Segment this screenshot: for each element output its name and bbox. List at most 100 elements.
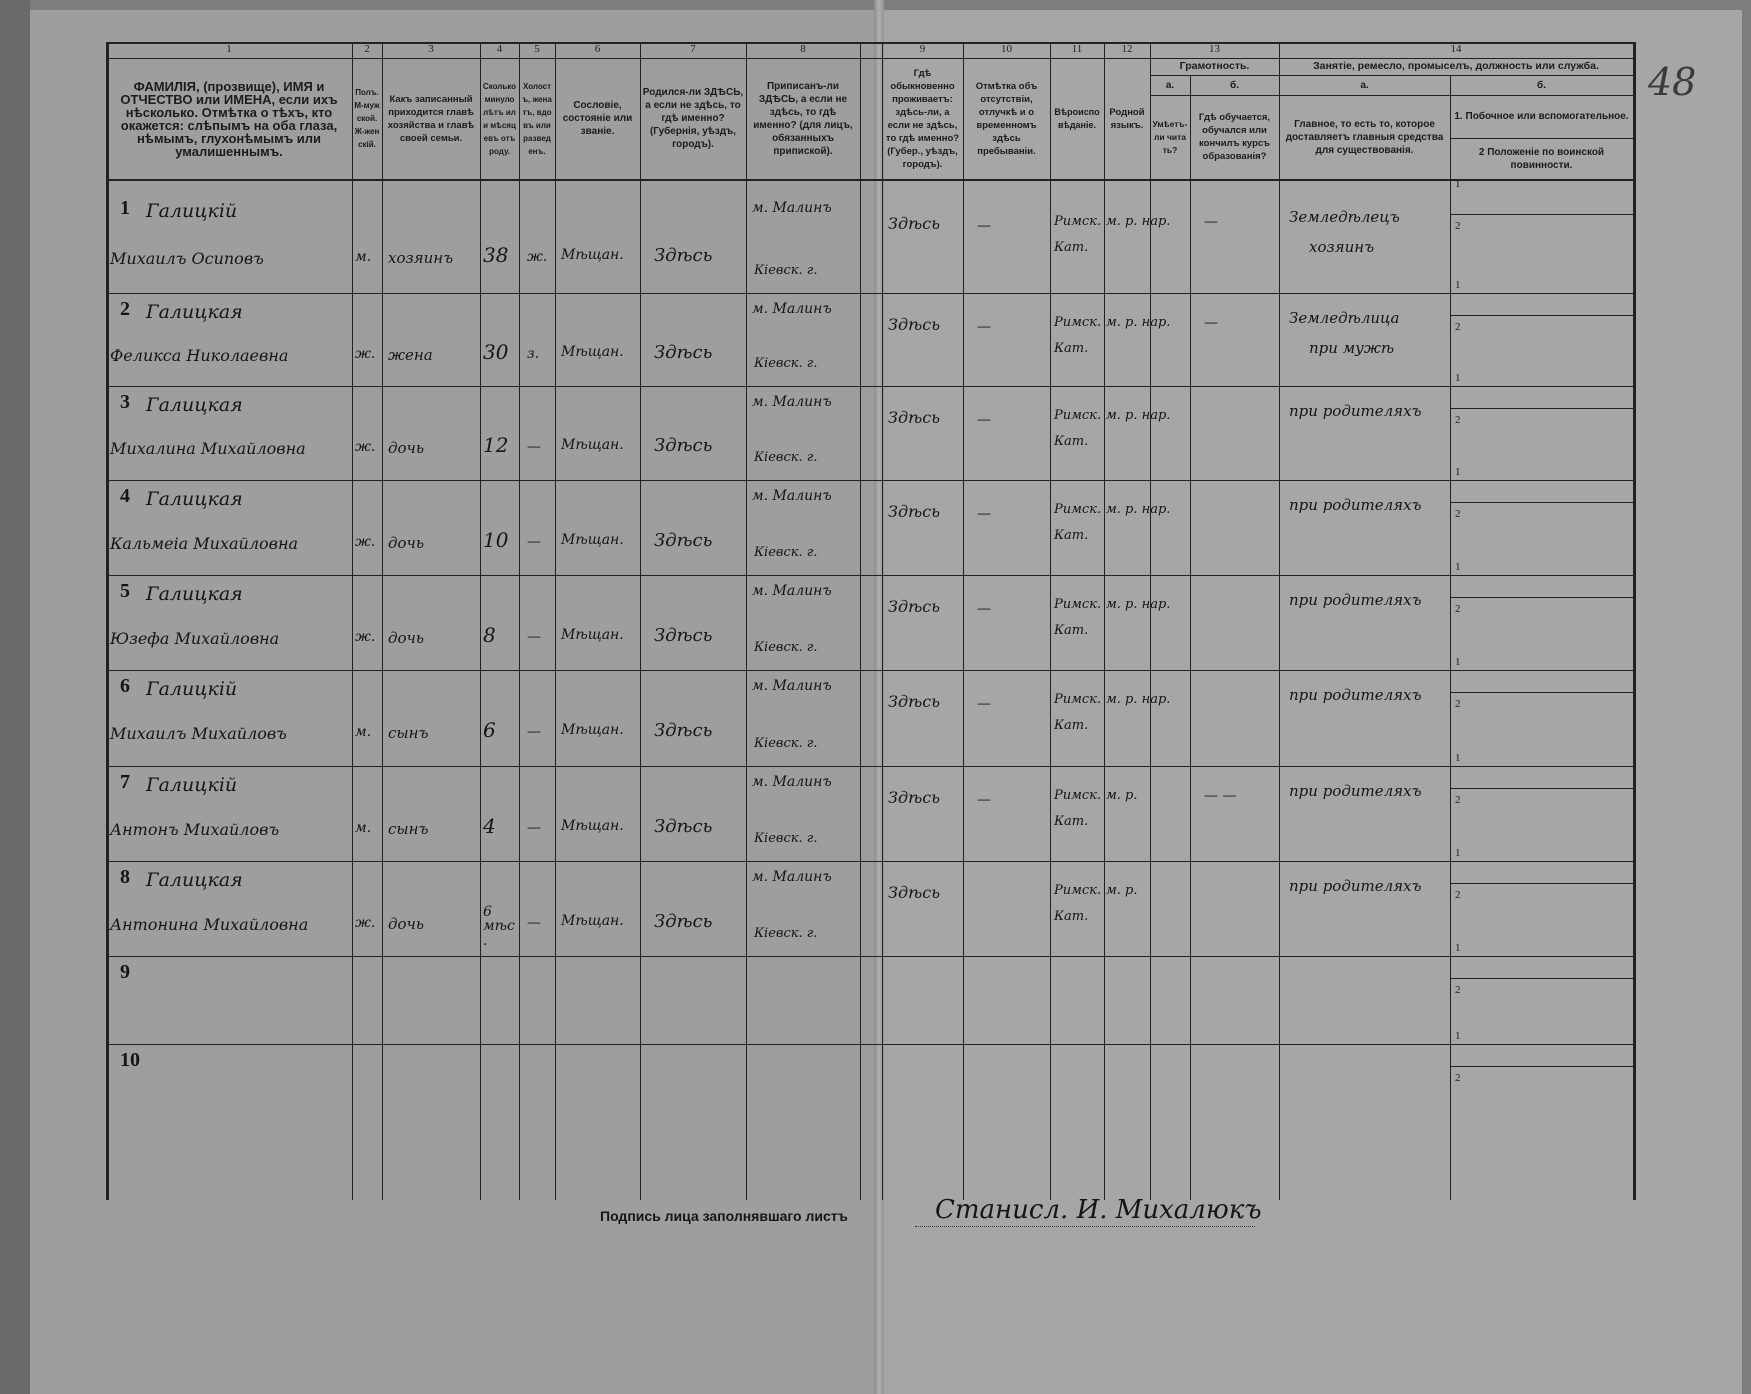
header-c14b-letter: б.	[1537, 79, 1546, 91]
entry-born: Здѣсь	[654, 244, 713, 266]
header-c1: ФАМИЛІЯ, (прозвище), ИМЯ и ОТЧЕСТВО или …	[120, 78, 338, 159]
entry-age: 30	[483, 339, 509, 364]
entry-estate: Мѣщан.	[561, 343, 624, 360]
entry-religion1: Римск.	[1054, 883, 1102, 898]
header-c13b: Гдѣ обучается, обучался или кончилъ курс…	[1198, 112, 1271, 162]
entry-name: Михалина Михайловна	[110, 439, 306, 458]
entry-relation: жена	[388, 345, 433, 364]
entry-residence: Здѣсь	[888, 788, 940, 807]
entry-occupation1: при родителяхъ	[1289, 591, 1422, 609]
entry-reg1: м. Малинъ	[752, 200, 832, 216]
entry-sex: ж.	[355, 533, 376, 550]
row-divider	[106, 480, 1633, 481]
column-number: 9	[919, 43, 926, 55]
entry-marital: —	[527, 724, 541, 740]
sub-mark-rule	[1450, 408, 1633, 409]
header-c11: Вѣроисповѣданіе.	[1054, 106, 1100, 130]
sub-mark-2: 2	[1455, 508, 1461, 520]
entry-name: Юзефа Михайловна	[110, 628, 280, 648]
entry-estate: Мѣщан.	[561, 246, 624, 263]
entry-name: Михаилъ Осиповъ	[110, 248, 264, 268]
entry-surname: Галицкій	[146, 678, 238, 700]
row-number: 5	[120, 580, 130, 602]
entry-estate: Мѣщан.	[561, 912, 624, 929]
entry-surname: Галицкая	[146, 488, 243, 510]
entry-sex: ж.	[355, 628, 376, 645]
entry-residence: Здѣсь	[888, 315, 940, 334]
entry-reg2: Кіевск. г.	[754, 545, 818, 560]
entry-age: 12	[483, 433, 509, 457]
column-number: 5	[534, 43, 540, 55]
sub-mark-2: 2	[1455, 1072, 1461, 1084]
sub-mark-rule	[1450, 692, 1633, 693]
header-c5: Холостъ, женатъ, вдовъ или разведенъ.	[522, 81, 552, 156]
entry-absence: —	[977, 319, 991, 335]
sub-mark-rule	[1450, 788, 1633, 789]
column-number: 13	[1209, 43, 1220, 55]
entry-estate: Мѣщан.	[561, 531, 624, 548]
entry-estate: Мѣщан.	[561, 817, 624, 834]
column-divider	[352, 42, 353, 1200]
signature-line	[915, 1226, 1255, 1227]
column-number: 3	[428, 43, 434, 55]
column-divider	[106, 42, 109, 1200]
entry-born: Здѣсь	[654, 720, 713, 741]
entry-absence: —	[977, 601, 991, 617]
entry-relation: хозяинъ	[388, 248, 454, 267]
entry-absence: —	[977, 506, 991, 522]
literacy-subheader-rule	[1150, 95, 1279, 96]
entry-surname: Галицкій	[146, 774, 238, 796]
entry-occupation1: при родителяхъ	[1289, 782, 1422, 800]
entry-occupation1: при родителяхъ	[1289, 402, 1422, 420]
entry-born: Здѣсь	[654, 529, 713, 551]
row-divider	[106, 766, 1633, 767]
column-divider	[1190, 75, 1191, 1200]
sub-mark-1: 1	[1455, 466, 1461, 478]
entry-born: Здѣсь	[654, 435, 713, 456]
header-c13: Грамотность.	[1179, 60, 1250, 72]
sub-mark-2: 2	[1455, 603, 1461, 615]
header-c8: Приписанъ-ли ЗДѢСЬ, а если не здѣсь, то …	[753, 80, 853, 157]
column-number: 7	[690, 43, 696, 55]
entry-religion2: Кат.	[1054, 341, 1089, 356]
column-divider	[1450, 75, 1451, 1200]
entry-religion1: Римск.	[1054, 408, 1102, 423]
header-c13a: Умѣетъ-ли читать?	[1152, 118, 1188, 155]
row-divider	[106, 861, 1633, 862]
entry-reg1: м. Малинъ	[752, 583, 832, 599]
entry-absence: —	[977, 412, 991, 428]
sub-mark-rule	[1450, 978, 1633, 979]
column-divider	[1633, 42, 1636, 1200]
header-c13a-letter: а.	[1165, 79, 1175, 91]
entry-marital: —	[527, 533, 541, 550]
row-number: 2	[120, 298, 130, 320]
entry-surname: Галицкая	[146, 583, 243, 605]
row-number: 10	[120, 1049, 140, 1071]
column-number-rule	[106, 58, 1633, 59]
entry-relation: дочь	[388, 533, 425, 552]
entry-born: Здѣсь	[654, 341, 713, 363]
entry-sex: м.	[355, 248, 372, 265]
row-divider	[106, 956, 1633, 957]
sub-mark-1: 1	[1455, 372, 1461, 384]
entry-occupation2: при мужѣ	[1309, 339, 1395, 357]
column-divider	[1104, 42, 1105, 1200]
entry-literacy: —	[1204, 214, 1218, 230]
entry-religion2: Кат.	[1054, 528, 1089, 543]
entry-absence: —	[977, 792, 991, 808]
entry-reg2: Кіевск. г.	[754, 736, 818, 751]
entry-surname: Галицкая	[146, 869, 243, 891]
row-number: 9	[120, 961, 130, 983]
entry-language: м. р. нар.	[1106, 692, 1171, 707]
entry-reg1: м. Малинъ	[752, 869, 832, 885]
entry-marital: —	[527, 439, 541, 455]
table-top-border	[106, 42, 1633, 44]
sub-mark-rule	[1450, 315, 1633, 316]
entry-occupation2: хозяинъ	[1309, 238, 1375, 256]
sub-mark-rule	[1450, 1066, 1633, 1067]
entry-religion2: Кат.	[1054, 814, 1089, 829]
entry-surname: Галицкая	[146, 394, 243, 416]
entry-language: м. р.	[1106, 788, 1138, 803]
column-divider	[480, 42, 481, 1200]
entry-occupation1: при родителяхъ	[1289, 496, 1422, 514]
